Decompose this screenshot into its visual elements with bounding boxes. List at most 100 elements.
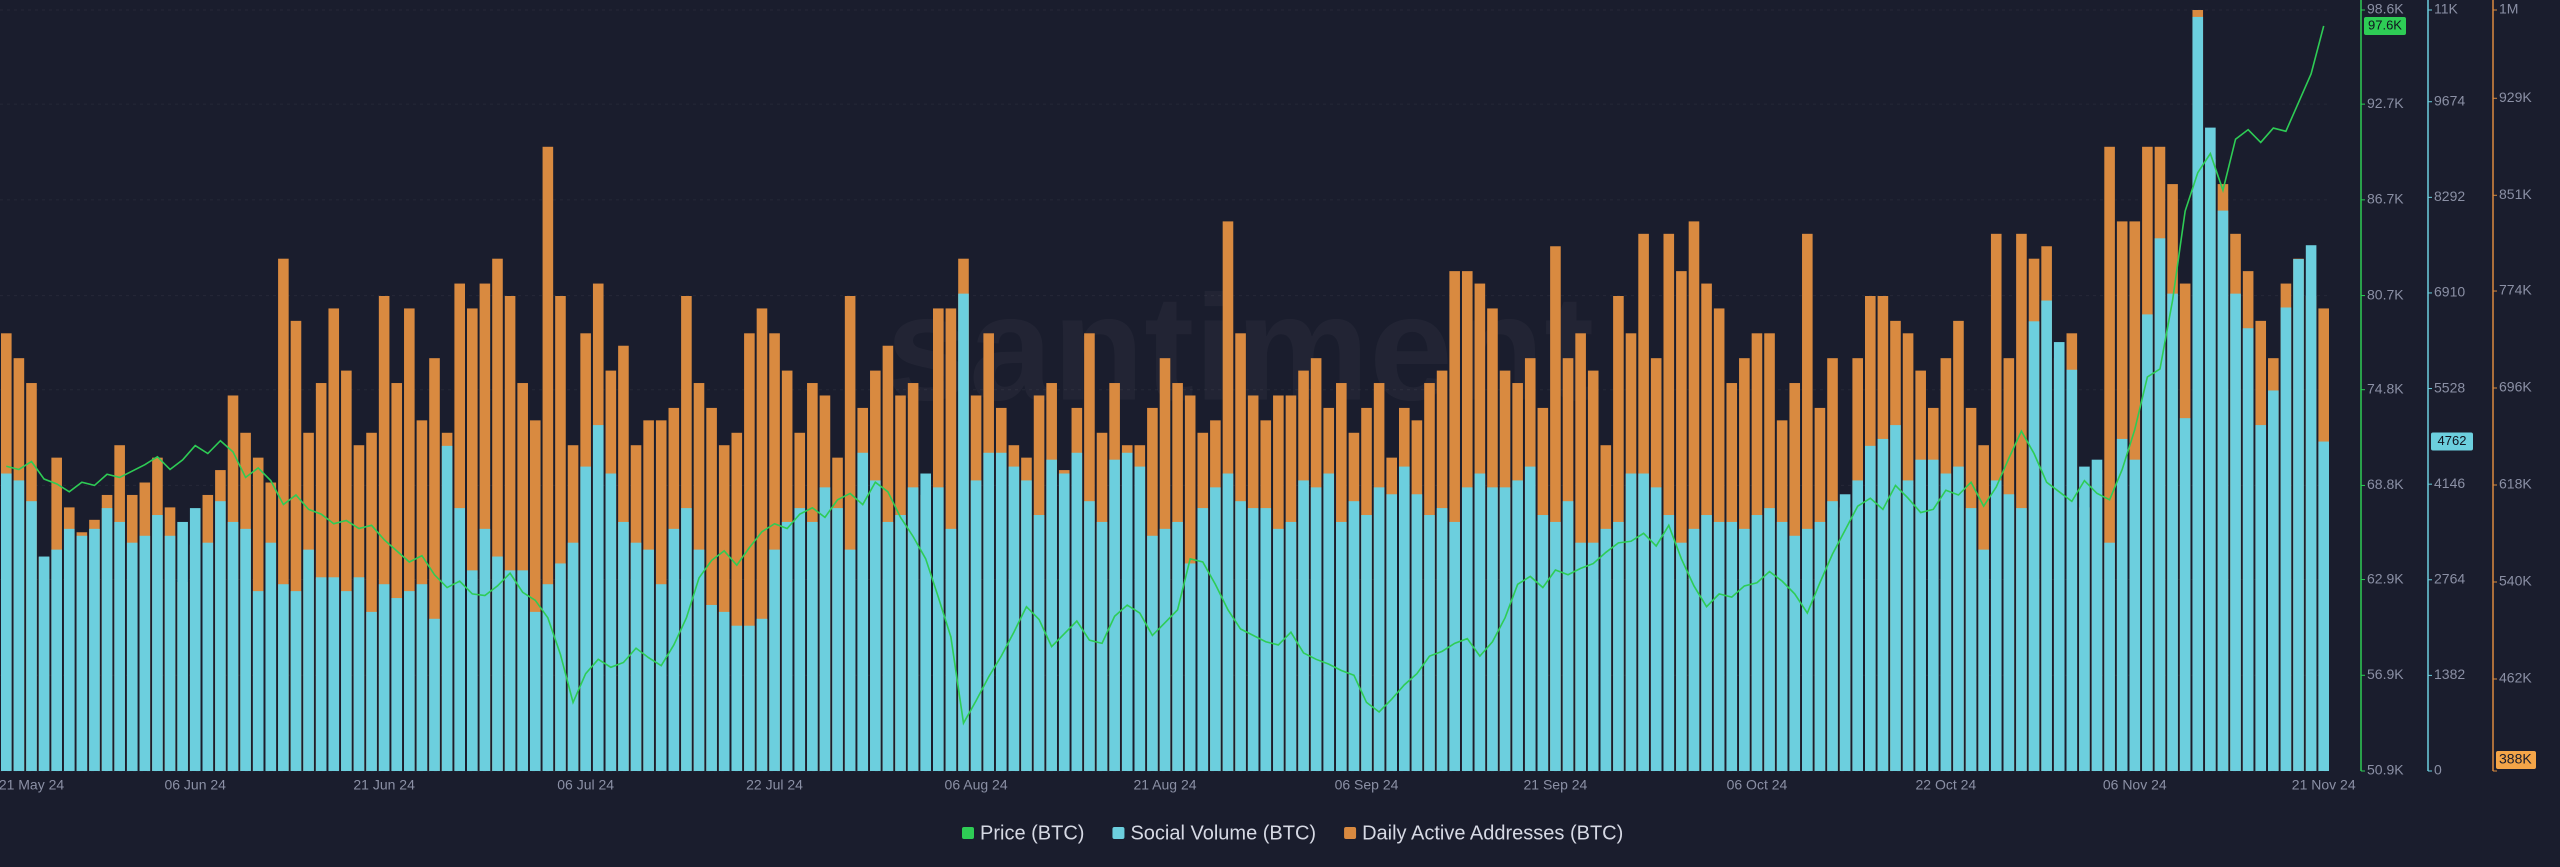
bar — [1587, 542, 1599, 771]
bar — [756, 308, 768, 771]
y-tick-label: 5528 — [2434, 379, 2465, 395]
bar — [1499, 487, 1511, 771]
bar — [341, 591, 352, 771]
bar — [731, 625, 743, 771]
bar — [240, 528, 251, 771]
bar — [1550, 521, 1561, 771]
bar — [63, 528, 75, 771]
bar — [504, 570, 516, 771]
bar — [618, 521, 629, 771]
bar — [1348, 501, 1360, 771]
bar — [1613, 521, 1624, 771]
x-tick-label: 21 Aug 24 — [1133, 777, 1196, 793]
bar — [1990, 480, 2002, 771]
bar — [2066, 369, 2078, 771]
bar — [2016, 508, 2027, 771]
bar — [1386, 494, 1397, 771]
x-tick-label: 21 Sep 24 — [1524, 777, 1588, 793]
bar — [655, 584, 667, 771]
bar — [2179, 418, 2191, 771]
bar — [1688, 221, 1700, 771]
bar — [13, 480, 25, 771]
bar — [706, 407, 717, 771]
y-tick-label: 388K — [2499, 751, 2532, 767]
legend-swatch — [1112, 827, 1125, 839]
bar — [718, 445, 730, 771]
bar — [215, 501, 226, 771]
bar — [1839, 494, 1851, 771]
bar — [290, 320, 302, 771]
bar — [2280, 307, 2292, 771]
bar — [1776, 521, 1788, 771]
bar — [1449, 521, 1460, 771]
y-tick-label: 62.9K — [2367, 570, 2404, 586]
bar — [1046, 459, 1057, 771]
legend-label: Daily Active Addresses (BTC) — [1362, 822, 1623, 844]
bar — [744, 625, 755, 771]
bar — [1235, 501, 1246, 771]
bar — [429, 358, 440, 771]
price-line — [6, 25, 2325, 726]
bar — [341, 370, 352, 771]
bar — [492, 258, 503, 771]
bar — [1298, 480, 1309, 771]
bar — [114, 521, 125, 771]
bar — [2104, 542, 2115, 771]
bar — [769, 549, 780, 771]
bar — [1902, 480, 1914, 771]
bar — [580, 466, 591, 771]
bar — [958, 293, 969, 771]
bar — [177, 521, 188, 771]
bar — [1713, 521, 1725, 771]
bar — [555, 563, 566, 771]
bar — [492, 556, 503, 771]
bar — [1411, 494, 1423, 771]
bar — [328, 577, 340, 771]
x-tick-label: 06 Oct 24 — [1727, 777, 1788, 793]
bar — [1, 473, 12, 771]
bar — [756, 618, 768, 771]
bar — [1436, 508, 1448, 771]
bar — [1927, 459, 1939, 771]
bar — [1865, 445, 1876, 771]
x-tick-label: 21 Nov 24 — [2292, 777, 2356, 793]
bar — [467, 308, 478, 771]
bar — [101, 508, 113, 771]
bar — [76, 535, 88, 771]
y-tick-label: 74.8K — [2367, 380, 2404, 396]
bar — [529, 611, 541, 771]
bar — [1121, 452, 1133, 771]
bar — [378, 584, 390, 771]
bar — [857, 452, 869, 771]
y-tick-label: 851K — [2499, 186, 2532, 202]
bar — [1336, 521, 1347, 771]
bar — [567, 542, 579, 771]
bar — [718, 611, 730, 771]
bar — [844, 295, 856, 771]
x-tick-label: 06 Jun 24 — [164, 777, 226, 793]
y-tick-label: 2764 — [2434, 570, 2465, 586]
bar — [706, 604, 717, 771]
bar — [1096, 521, 1108, 771]
bar — [1461, 487, 1473, 771]
y-tick-label: 0 — [2434, 762, 2442, 778]
bar — [1058, 473, 1070, 771]
bar — [1033, 515, 1045, 771]
legend-label: Social Volume (BTC) — [1130, 822, 1316, 844]
bar — [2104, 146, 2115, 771]
bar — [668, 528, 680, 771]
bar — [2154, 238, 2166, 772]
bar — [1877, 438, 1889, 771]
bar — [2192, 16, 2204, 771]
bar — [2041, 300, 2052, 771]
x-tick-label: 06 Nov 24 — [2103, 777, 2167, 793]
bar — [2116, 438, 2128, 771]
last-value-label: 4762 — [2438, 433, 2467, 448]
bar — [2255, 425, 2267, 771]
bar — [1285, 521, 1297, 771]
bar — [152, 515, 163, 771]
bar — [429, 618, 440, 771]
bar — [441, 445, 453, 771]
bar — [479, 528, 491, 771]
